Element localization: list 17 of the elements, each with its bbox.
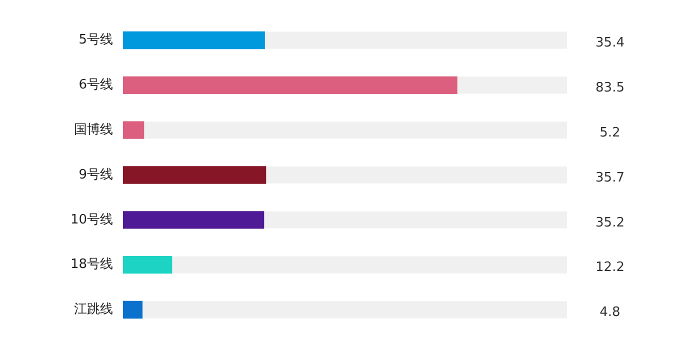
y-tick-label: 10号线 bbox=[70, 212, 113, 228]
y-tick-label: 国博线 bbox=[74, 122, 113, 138]
data-label: 5.2 bbox=[600, 125, 620, 140]
y-tick-label: 6号线 bbox=[78, 78, 113, 93]
bar bbox=[123, 300, 143, 319]
bar bbox=[123, 256, 172, 274]
bar bbox=[123, 121, 144, 139]
y-tick-label: 9号线 bbox=[78, 167, 113, 182]
y-tick-label: 江跳线 bbox=[74, 302, 113, 318]
data-label: 4.8 bbox=[600, 305, 620, 320]
data-label: 83.5 bbox=[596, 80, 624, 96]
data-label: 12.2 bbox=[596, 260, 624, 276]
data-label: 35.7 bbox=[596, 170, 624, 186]
data-label: 35.2 bbox=[596, 215, 624, 230]
data-label: 35.4 bbox=[596, 36, 624, 51]
y-tick-label: 18号线 bbox=[70, 257, 113, 272]
y-tick-label: 5号线 bbox=[78, 32, 113, 48]
